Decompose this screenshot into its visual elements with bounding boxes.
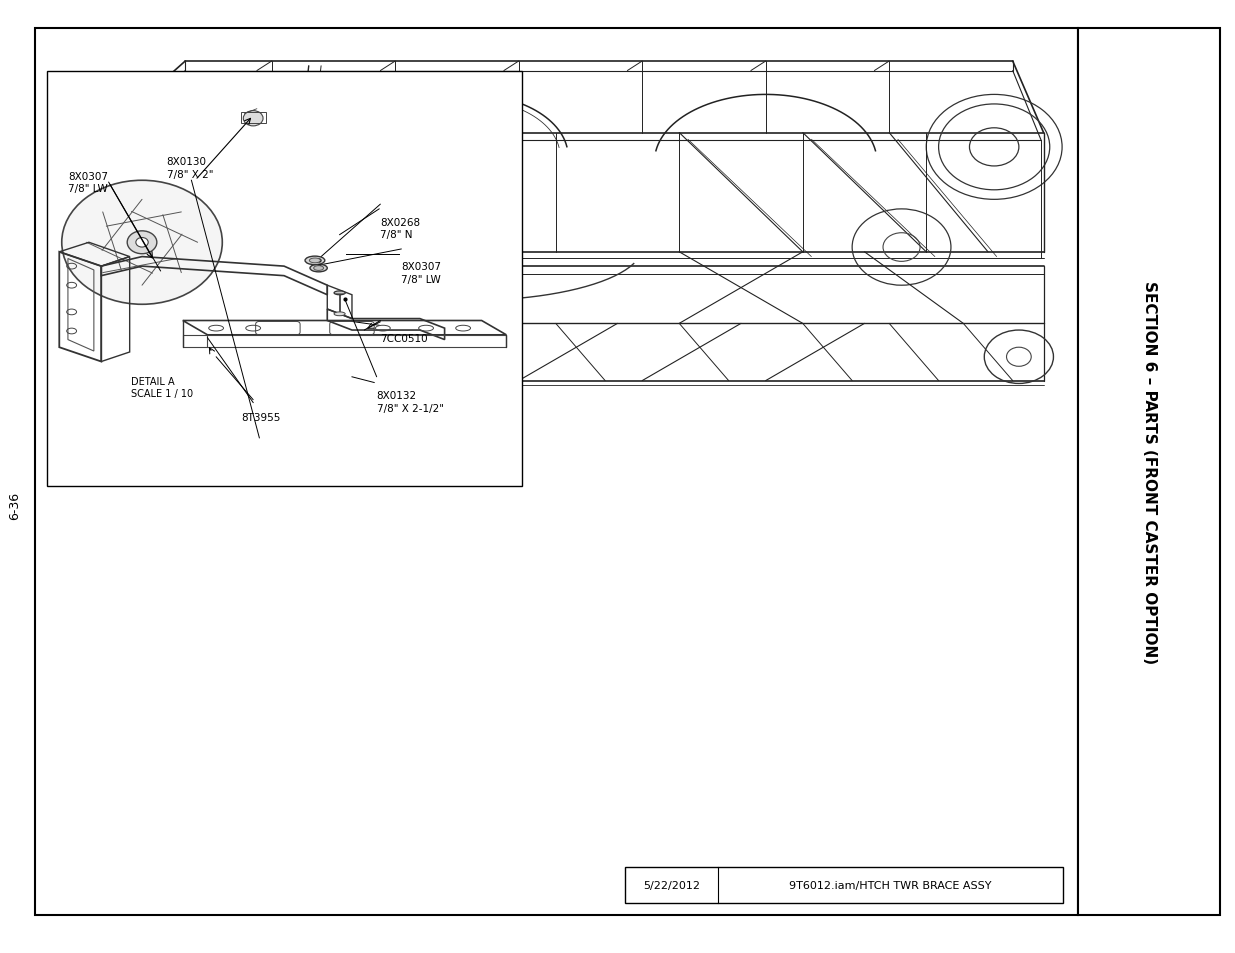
Text: 8X0307
7/8" LW: 8X0307 7/8" LW [401, 262, 441, 284]
Ellipse shape [333, 292, 345, 295]
Text: 9T6012.iam/HTCH TWR BRACE ASSY: 9T6012.iam/HTCH TWR BRACE ASSY [789, 881, 992, 890]
Bar [35, 29, 1078, 915]
Bar [625, 867, 1063, 903]
Text: SECTION 6 – PARTS (FRONT CASTER OPTION): SECTION 6 – PARTS (FRONT CASTER OPTION) [1141, 280, 1157, 663]
Text: 8X0132
7/8" X 2-1/2": 8X0132 7/8" X 2-1/2" [377, 391, 443, 413]
Text: 8X0130
7/8" X 2": 8X0130 7/8" X 2" [167, 157, 214, 179]
Circle shape [62, 181, 222, 305]
Ellipse shape [310, 265, 327, 273]
Text: 8X0268
7/8" N: 8X0268 7/8" N [380, 217, 420, 239]
Text: 5/22/2012: 5/22/2012 [642, 881, 700, 890]
Ellipse shape [314, 266, 324, 272]
Bar [1078, 29, 1220, 915]
Text: 8T3955: 8T3955 [241, 413, 280, 422]
Text: 8X0307
7/8" LW: 8X0307 7/8" LW [68, 172, 107, 193]
Circle shape [136, 238, 148, 248]
Ellipse shape [333, 313, 345, 316]
Text: 6-36: 6-36 [9, 491, 21, 519]
Circle shape [127, 232, 157, 254]
Circle shape [243, 112, 263, 127]
Bar [241, 112, 266, 124]
Text: 7CC0510: 7CC0510 [380, 334, 429, 343]
Text: DETAIL A
SCALE 1 / 10: DETAIL A SCALE 1 / 10 [131, 376, 193, 398]
Bar [47, 71, 522, 486]
Ellipse shape [309, 259, 321, 264]
Ellipse shape [305, 257, 325, 266]
